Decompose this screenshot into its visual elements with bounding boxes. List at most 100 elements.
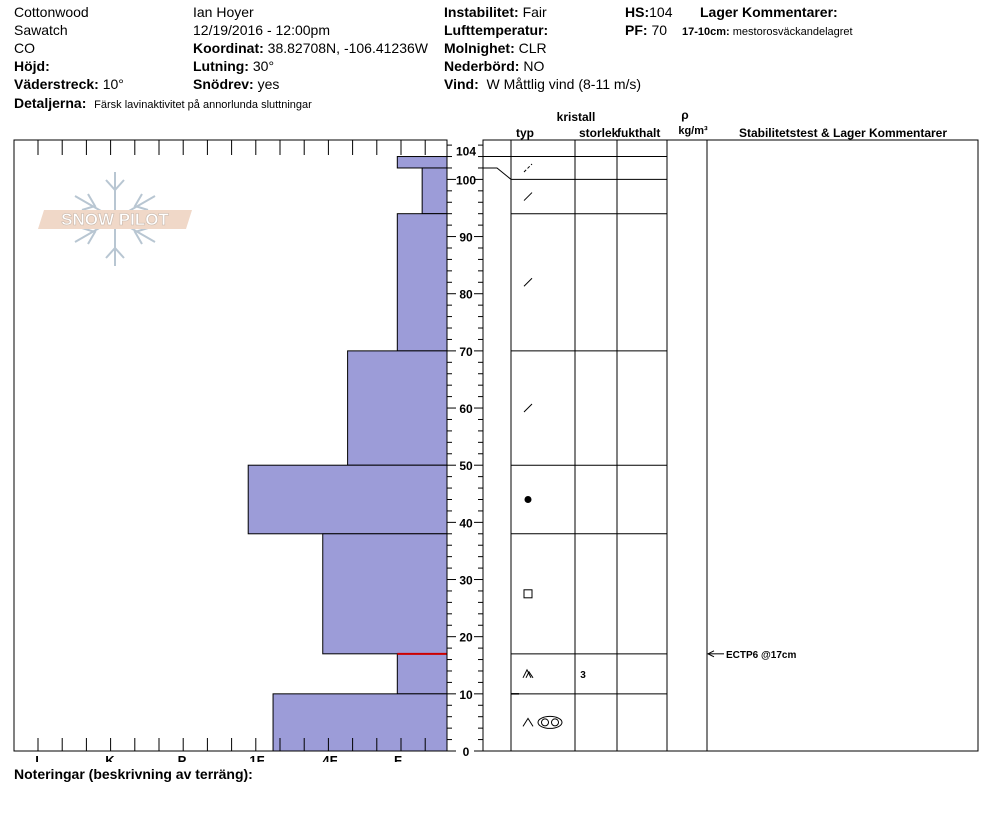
grain-symbol-ring [541, 718, 549, 727]
hardness-bar [396, 213, 448, 352]
wind-row: Vind: W Måttlig vind (8-11 m/s) [444, 76, 641, 93]
airtemp-label: Lufttemperatur: [444, 22, 549, 38]
pf-label: PF: [625, 22, 648, 38]
grain-symbol-caret [522, 668, 532, 679]
hardness-bar [421, 167, 448, 215]
hardness-bar [247, 464, 448, 535]
layer-comment-range: 17-10cm: [682, 26, 730, 38]
elevation-row: Höjd: [14, 58, 50, 75]
sky-row: Molnighet: CLR [444, 40, 547, 57]
y-tick-label: 100 [456, 173, 476, 187]
hs-label: HS: [625, 4, 650, 20]
col-stability: Stabilitetstest & Lager Kommentarer [739, 126, 947, 140]
y-tick-label: 10 [459, 688, 473, 702]
precip-row: Nederbörd: NO [444, 58, 544, 75]
details-value: Färsk lavinaktivitet på annorlunda slutt… [94, 99, 312, 111]
hardness-label: 1F [249, 753, 264, 762]
col-rho: ρ [681, 108, 688, 122]
grain-symbol-rings-outer [537, 715, 563, 729]
y-tick-label: 104 [456, 145, 476, 159]
grain-symbol-caret [525, 670, 534, 679]
y-tick-label: 90 [459, 231, 473, 245]
stability-test-arrowhead [706, 650, 715, 658]
hardness-panel-frame [13, 139, 448, 752]
hardness-label: 4F [322, 753, 337, 762]
hardness-bar [347, 350, 448, 466]
slope-value: 30° [252, 58, 275, 74]
observer: Ian Hoyer [193, 4, 254, 20]
coordinate-label: Koordinat: [193, 40, 264, 56]
y-tick-label: 70 [459, 345, 473, 359]
coordinate-row: Koordinat: 38.82708N, -106.41236W [193, 40, 428, 57]
col-density-unit: kg/m³ [678, 125, 708, 137]
details-row: Detaljerna: Färsk lavinaktivitet på anno… [14, 95, 312, 114]
hs-value: 104 [649, 4, 673, 20]
grain-symbol-slash [523, 277, 533, 287]
hardness-bar [272, 693, 448, 752]
hardness-bar [322, 533, 448, 655]
grain-symbol-slash [523, 192, 533, 201]
slope-row: Lutning: 30° [193, 58, 274, 75]
slope-label: Lutning: [193, 58, 249, 74]
y-tick-label: 0 [463, 745, 470, 759]
hardness-label: I [35, 753, 39, 762]
grain-size-label: 3 [580, 670, 586, 681]
stability-row: Instabilitet: Fair [444, 4, 547, 21]
stability-test-label: ECTP6 @17cm [726, 650, 796, 661]
pf-row: PF: 70 [625, 22, 667, 39]
blowing-row: Snödrev: yes [193, 76, 279, 93]
grain-symbol-slash [523, 403, 533, 413]
grain-symbol-caret [522, 717, 534, 727]
y-tick-label: 50 [459, 459, 473, 473]
col-moisture: fukthalt [617, 126, 660, 140]
grain-symbol-square [523, 589, 533, 599]
notes-label: Noteringar (beskrivning av terräng): [14, 766, 253, 782]
precip-value: NO [523, 58, 545, 74]
coordinate-value: 38.82708N, -106.41236W [267, 40, 428, 56]
wind-value: W Måttlig vind (8-11 m/s) [486, 76, 642, 92]
col-size: storlek [579, 126, 619, 140]
y-tick-label: 30 [459, 574, 473, 588]
location: Cottonwood [14, 4, 89, 20]
wind-label: Vind: [444, 76, 479, 92]
aspect-value: 10° [102, 76, 124, 92]
pf-value: 70 [651, 22, 668, 38]
grain-symbol-dot [524, 495, 532, 503]
state: CO [14, 40, 35, 56]
y-tick-label: 60 [459, 402, 473, 416]
sky-value: CLR [518, 40, 547, 56]
datetime: 12/19/2016 - 12:00pm [193, 22, 330, 38]
layer-comments-label: Lager Kommentarer: [700, 4, 838, 20]
y-tick-label: 40 [459, 516, 473, 530]
precip-label: Nederbörd: [444, 58, 520, 74]
logo-text: SNOW PILOT [61, 210, 169, 229]
hs-row: HS:104 [625, 4, 672, 21]
range: Sawatch [14, 22, 68, 38]
y-tick-label: 80 [459, 288, 473, 302]
stability-value: Fair [522, 4, 547, 20]
col-crystal: kristall [557, 110, 596, 124]
sky-label: Molnighet: [444, 40, 515, 56]
details-label: Detaljerna: [14, 95, 87, 111]
elevation-label: Höjd: [14, 58, 50, 74]
grain-symbol-dashed-slash [523, 163, 533, 173]
blowing-value: yes [257, 76, 280, 92]
layer-comment-row: 17-10cm: mestorosväckandelagret [682, 24, 853, 41]
aspect-label: Väderstreck: [14, 76, 99, 92]
hardness-bar [396, 156, 448, 169]
layer-connector [483, 167, 512, 180]
aspect-row: Väderstreck: 10° [14, 76, 124, 93]
layer-comment-text: mestorosväckandelagret [732, 26, 853, 38]
snowpilot-logo: SNOW PILOT [38, 172, 192, 266]
layers-panel-frame [482, 139, 979, 752]
hardness-label: P [178, 753, 187, 762]
blowing-label: Snödrev: [193, 76, 254, 92]
y-tick-label: 20 [459, 631, 473, 645]
col-type: typ [516, 126, 534, 140]
grain-symbol-ring [551, 718, 559, 727]
stability-label: Instabilitet: [444, 4, 519, 20]
hardness-bar [396, 653, 448, 695]
snow-profile-chart: SNOW PILOT I K P 1F 4F F 0 10 20 30 40 50 60 70 80 90 1… [13, 108, 979, 762]
hardness-label: K [105, 753, 115, 762]
airtemp-row: Lufttemperatur: [444, 22, 548, 39]
